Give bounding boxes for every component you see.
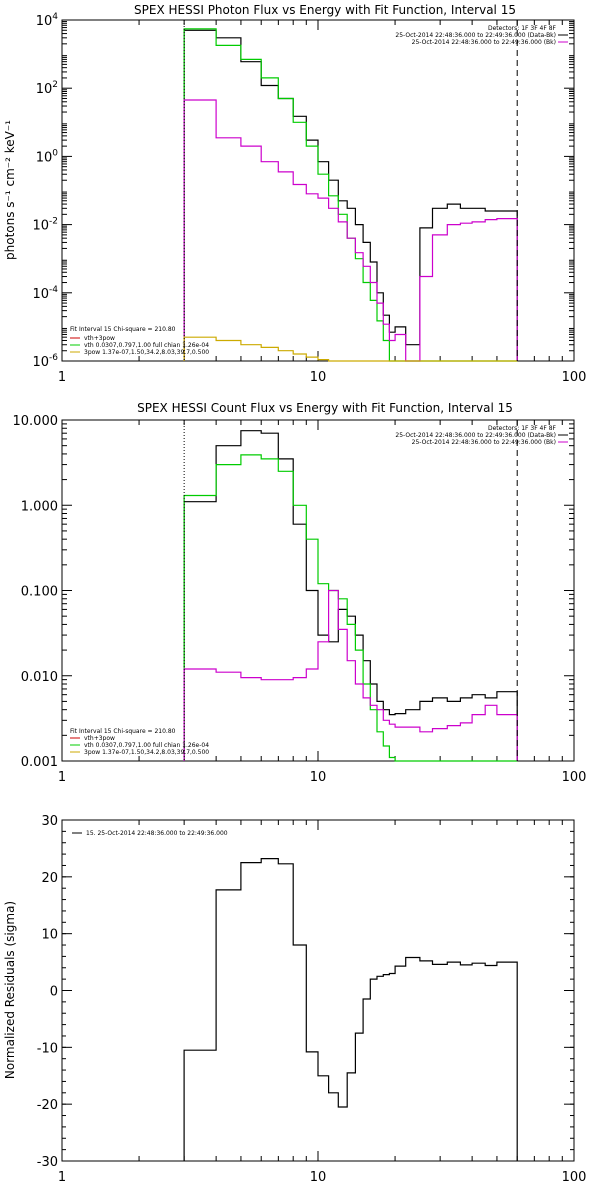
series-line-0 <box>183 29 518 361</box>
y-tick-label: 0 <box>50 985 58 1000</box>
x-tick-label: 10 <box>310 1170 327 1185</box>
range-markers <box>183 420 518 761</box>
plot-frame <box>61 819 575 1162</box>
legend-data-bk: 25-Oct-2014 22:48:36.000 to 22:49:36.000… <box>395 432 556 439</box>
series-line-3 <box>183 336 518 362</box>
series-line-2 <box>183 99 518 362</box>
x-tick-labels: 1 10 100 <box>58 370 587 385</box>
tick-marks <box>61 19 574 362</box>
legend-detectors: Detectors: 1F 3F 4F 8F <box>488 25 557 32</box>
x-tick-label: 1 <box>58 370 66 385</box>
y-tick-label: 100 <box>36 148 59 165</box>
panel-title: SPEX HESSI Count Flux vs Energy with Fit… <box>137 401 513 415</box>
series-group <box>183 28 518 362</box>
y-tick-label: 0.010 <box>21 670 58 685</box>
tick-marks <box>61 819 574 1162</box>
legend-detectors: Detectors: 1F 3F 4F 8F <box>488 425 557 432</box>
y-tick-label: 20 <box>41 871 58 886</box>
y-tick-label: 0.100 <box>21 585 58 600</box>
legend: 15. 25-Oct-2014 22:48:36.000 to 22:49:36… <box>72 830 228 837</box>
fit-legend: Fit Interval 15 Chi-square = 210.80 vth+… <box>70 326 209 356</box>
y-tick-label: 0.001 <box>21 755 58 770</box>
fit-legend: Fit Interval 15 Chi-square = 210.80 vth+… <box>70 728 209 756</box>
fit-legend-total: vth+3pow <box>84 335 115 342</box>
y-tick-label: -30 <box>37 1155 58 1170</box>
y-axis-label: photons s⁻¹ cm⁻² keV⁻¹ <box>3 120 17 260</box>
y-tick-labels: 30 20 10 0 -10 -20 -30 <box>37 814 58 1170</box>
series-line-0 <box>183 858 518 1161</box>
x-tick-label: 100 <box>562 370 587 385</box>
x-tick-label: 100 <box>562 770 587 785</box>
y-tick-labels: 10.000 1.000 0.100 0.010 0.001 <box>13 414 59 770</box>
series-line-2 <box>183 589 518 761</box>
x-tick-labels: 1 10 100 <box>58 1170 587 1185</box>
y-tick-label: 1.000 <box>21 499 58 514</box>
legend-header: Detectors: 1F 3F 4F 8F 25-Oct-2014 22:48… <box>395 25 568 46</box>
x-tick-label: 10 <box>310 370 327 385</box>
series-line-0 <box>183 430 518 761</box>
y-tick-labels: 104 102 100 10-2 10-4 10-6 <box>32 12 58 370</box>
y-tick-label: 10 <box>41 928 58 943</box>
count-flux-panel: SPEX HESSI Count Flux vs Energy with Fit… <box>13 401 587 785</box>
y-axis-label: Normalized Residuals (sigma) <box>3 901 17 1079</box>
series-group <box>183 858 518 1161</box>
y-tick-label: 102 <box>36 80 58 97</box>
series-line-1 <box>183 28 518 362</box>
series-group <box>183 430 518 762</box>
y-tick-label: 10.000 <box>13 414 59 429</box>
y-tick-label: 104 <box>36 12 59 29</box>
legend-header: Detectors: 1F 3F 4F 8F 25-Oct-2014 22:48… <box>395 425 568 446</box>
fit-legend-header: Fit Interval 15 Chi-square = 210.80 <box>70 728 176 735</box>
tick-marks <box>61 419 574 762</box>
fit-legend-vth: vth 0.0307,0.797,1.00 full chian 1.26e-0… <box>84 342 209 349</box>
fit-legend-header: Fit Interval 15 Chi-square = 210.80 <box>70 326 176 333</box>
x-tick-label: 100 <box>562 1170 587 1185</box>
fit-legend-total: vth+3pow <box>84 735 115 742</box>
residuals-panel: Normalized Residuals (sigma) 3020100-10-… <box>3 814 586 1185</box>
range-markers <box>183 20 518 361</box>
plot-frame <box>61 19 575 362</box>
y-tick-label: 10-6 <box>32 353 58 370</box>
legend-data-bk: 25-Oct-2014 22:48:36.000 to 22:49:36.000… <box>395 32 556 39</box>
x-tick-label: 10 <box>310 770 327 785</box>
y-tick-label: 30 <box>41 814 58 829</box>
panel-title: SPEX HESSI Photon Flux vs Energy with Fi… <box>134 3 516 17</box>
x-tick-label: 1 <box>58 770 66 785</box>
legend-bk: 25-Oct-2014 22:48:36.000 to 22:49:36.000… <box>412 39 556 46</box>
y-tick-label: -10 <box>37 1041 58 1056</box>
fit-legend-vth: vth 0.0307,0.797,1.00 full chian 1.26e-0… <box>84 742 209 749</box>
x-tick-label: 1 <box>58 1170 66 1185</box>
y-tick-label: -20 <box>37 1098 58 1113</box>
legend-bk: 25-Oct-2014 22:48:36.000 to 22:49:36.000… <box>412 439 556 446</box>
fit-legend-3pow: 3pow 1.37e-07,1.50,34.2,8.03,39.7,0.500 <box>84 749 209 756</box>
legend-entry: 15. 25-Oct-2014 22:48:36.000 to 22:49:36… <box>86 830 228 837</box>
y-tick-label: 10-4 <box>32 285 58 302</box>
photon-flux-panel: SPEX HESSI Photon Flux vs Energy with Fi… <box>3 3 586 385</box>
y-tick-label: 10-2 <box>32 217 58 234</box>
fit-legend-3pow: 3pow 1.37e-07,1.50,34.2,8.03,39.7,0.500 <box>84 349 209 356</box>
x-tick-labels: 1 10 100 <box>58 770 587 785</box>
series-line-1 <box>183 454 518 762</box>
